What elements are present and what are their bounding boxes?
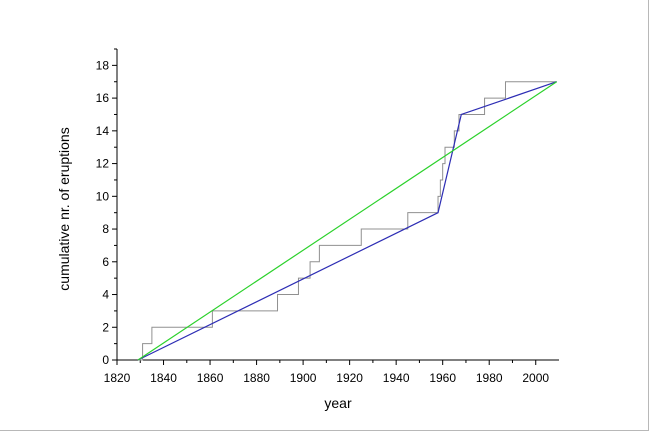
y-tick-label: 16 <box>96 91 110 105</box>
series-group <box>137 81 558 361</box>
x-tick-label: 1920 <box>336 371 363 385</box>
y-tick-label: 0 <box>102 353 109 367</box>
y-tick-label: 4 <box>102 288 109 302</box>
x-tick-label: 1900 <box>290 371 317 385</box>
y-tick-label: 8 <box>102 222 109 236</box>
y-tick-label: 6 <box>102 255 109 269</box>
x-tick-label: 1840 <box>150 371 177 385</box>
series-line-line-1 <box>137 81 557 361</box>
x-tick-label: 1860 <box>197 371 224 385</box>
y-tick-label: 18 <box>96 58 110 72</box>
series-line-step-0 <box>137 81 557 361</box>
x-tick-label: 1820 <box>104 371 131 385</box>
x-tick-label: 1940 <box>383 371 410 385</box>
x-tick-label: 1980 <box>476 371 503 385</box>
series-line-line-2 <box>137 81 558 361</box>
x-tick-label: 2000 <box>522 371 549 385</box>
x-axis-title: year <box>324 395 352 411</box>
y-axis-title: cumulative nr. of eruptions <box>56 127 72 290</box>
x-tick-label: 1960 <box>429 371 456 385</box>
y-tick-label: 10 <box>96 189 110 203</box>
y-tick-label: 2 <box>102 320 109 334</box>
x-tick-label: 1880 <box>243 371 270 385</box>
axes-group: 1820 1840 1860 1880 1900 1920 1940 1960 1980 2000… <box>96 48 559 385</box>
y-tick-label: 14 <box>96 124 110 138</box>
y-tick-label: 12 <box>96 157 110 171</box>
